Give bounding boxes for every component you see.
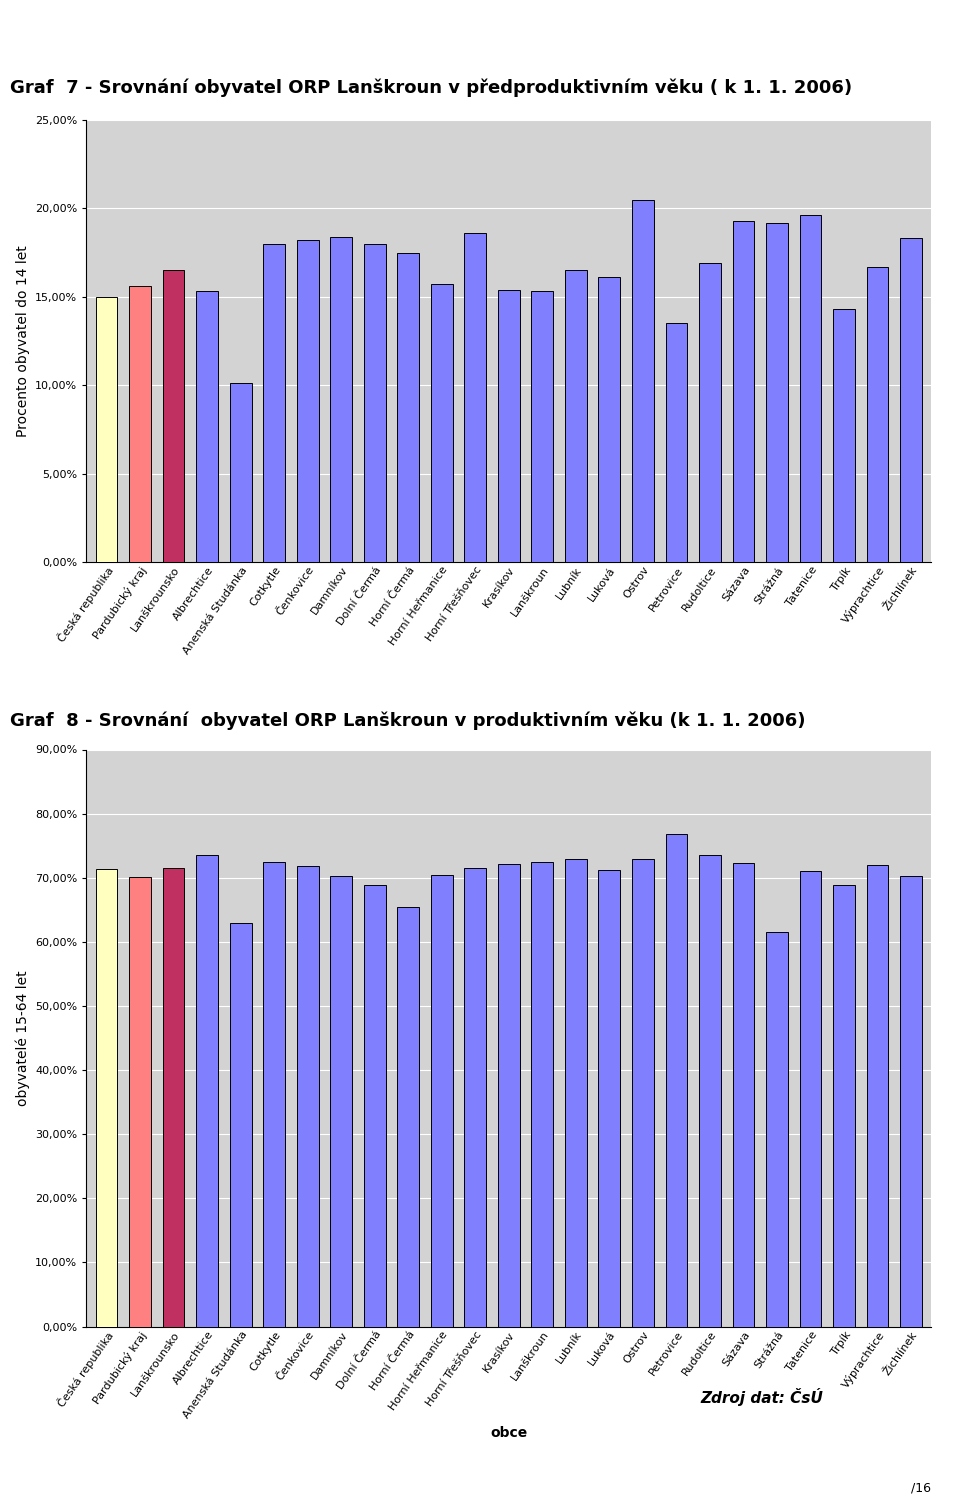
Bar: [699, 856, 721, 1327]
X-axis label: obce: obce: [491, 1426, 527, 1441]
Bar: [900, 238, 922, 562]
Bar: [465, 868, 486, 1327]
Bar: [833, 886, 855, 1327]
Bar: [263, 244, 285, 562]
Bar: [162, 270, 184, 562]
Bar: [96, 869, 117, 1327]
Bar: [397, 907, 420, 1327]
Bar: [498, 863, 519, 1327]
Bar: [397, 253, 420, 562]
Text: /16: /16: [911, 1481, 931, 1495]
Bar: [162, 868, 184, 1327]
Bar: [330, 877, 352, 1327]
Bar: [364, 244, 386, 562]
Text: Graf  8 - Srovnání  obyvatel ORP Lanškroun v produktivním věku (k 1. 1. 2006): Graf 8 - Srovnání obyvatel ORP Lanškroun…: [10, 712, 805, 730]
Bar: [532, 291, 553, 562]
Bar: [732, 863, 755, 1327]
Bar: [229, 923, 252, 1327]
Bar: [900, 877, 922, 1327]
Bar: [364, 886, 386, 1327]
Bar: [130, 286, 151, 562]
Bar: [564, 270, 587, 562]
Bar: [96, 297, 117, 562]
Bar: [766, 932, 788, 1327]
Bar: [263, 862, 285, 1327]
Bar: [699, 264, 721, 562]
Bar: [130, 877, 151, 1327]
Bar: [867, 267, 888, 562]
Bar: [196, 856, 218, 1327]
Bar: [800, 871, 822, 1327]
Bar: [867, 865, 888, 1327]
Bar: [632, 859, 654, 1327]
Bar: [665, 324, 687, 562]
Bar: [800, 216, 822, 562]
Bar: [229, 384, 252, 562]
Text: Zdroj dat: ČsÚ: Zdroj dat: ČsÚ: [701, 1388, 824, 1406]
Bar: [665, 833, 687, 1327]
Bar: [732, 220, 755, 562]
Text: Graf  7 - Srovnání obyvatel ORP Lanškroun v předproduktivním věku ( k 1. 1. 2006: Graf 7 - Srovnání obyvatel ORP Lanškroun…: [10, 79, 852, 97]
Bar: [297, 240, 319, 562]
Y-axis label: obyvatelé 15-64 let: obyvatelé 15-64 let: [15, 970, 30, 1106]
Y-axis label: Procento obyvatel do 14 let: Procento obyvatel do 14 let: [15, 246, 30, 436]
Bar: [297, 866, 319, 1327]
Bar: [498, 289, 519, 562]
Bar: [833, 309, 855, 562]
Bar: [465, 234, 486, 562]
Bar: [766, 222, 788, 562]
Bar: [598, 277, 620, 562]
Bar: [330, 237, 352, 562]
Bar: [564, 859, 587, 1327]
Bar: [632, 199, 654, 562]
Bar: [431, 874, 453, 1327]
Bar: [196, 291, 218, 562]
Bar: [431, 285, 453, 562]
Bar: [532, 862, 553, 1327]
Bar: [598, 869, 620, 1327]
